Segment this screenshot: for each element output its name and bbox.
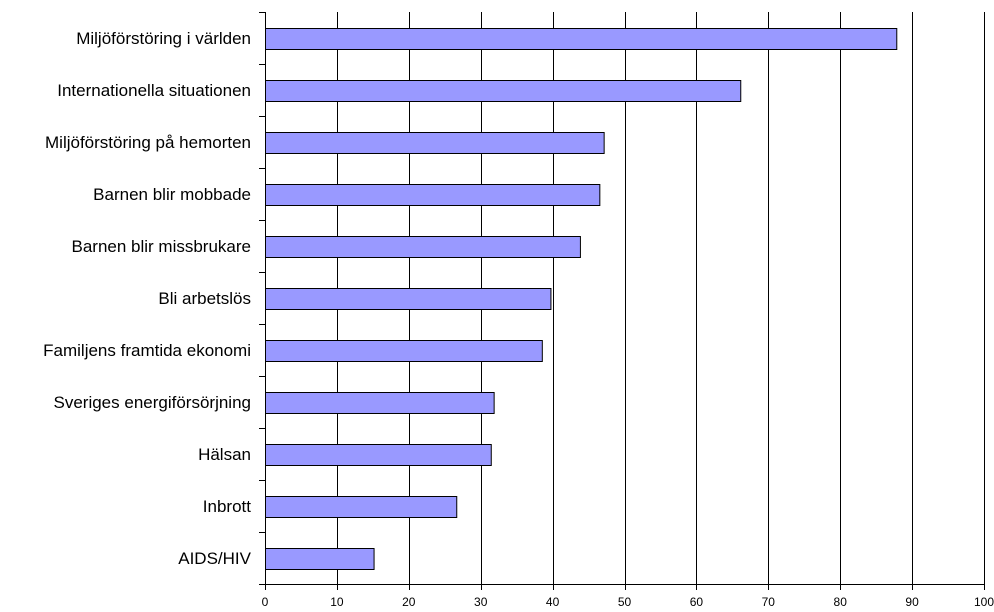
bar: [265, 444, 492, 466]
bar: [265, 80, 742, 102]
category-label: Miljöförstöring i världen: [76, 29, 251, 48]
category-label: Bli arbetslös: [158, 289, 251, 308]
category-label: AIDS/HIV: [178, 549, 251, 568]
category-labels: Miljöförstöring i världen Internationella…: [43, 29, 252, 568]
x-tick-label: 0: [262, 595, 269, 609]
bar: [265, 236, 581, 258]
category-label: Barnen blir missbrukare: [71, 237, 251, 256]
bar: [265, 288, 552, 310]
category-label: Miljöförstöring på hemorten: [45, 133, 251, 152]
x-tick-label: 50: [618, 595, 632, 609]
category-label: Barnen blir mobbade: [93, 185, 251, 204]
category-label: Familjens framtida ekonomi: [43, 341, 251, 360]
x-tick-label: 90: [905, 595, 919, 609]
x-tick-label: 40: [546, 595, 560, 609]
category-label: Sveriges energiförsörjning: [54, 393, 252, 412]
bar: [265, 132, 605, 154]
category-label: Internationella situationen: [57, 81, 251, 100]
bar: [265, 496, 458, 518]
x-tick-label: 100: [974, 595, 994, 609]
x-tick-label: 60: [690, 595, 704, 609]
x-tick-label: 10: [330, 595, 344, 609]
category-label: Hälsan: [198, 445, 251, 464]
bar: [265, 392, 495, 414]
x-tick-label: 30: [474, 595, 488, 609]
bar: [265, 28, 898, 50]
bar: [265, 548, 375, 570]
bar: [265, 184, 601, 206]
axes: [259, 12, 985, 590]
x-tick-label: 70: [762, 595, 776, 609]
gridlines: [337, 12, 985, 584]
bars: [265, 28, 898, 570]
x-tick-label: 80: [834, 595, 848, 609]
x-tick-label: 20: [402, 595, 416, 609]
x-tick-labels: 0 10 20 30 40 50 60 70 80 90 100: [262, 595, 994, 609]
bar: [265, 340, 543, 362]
category-label: Inbrott: [203, 497, 251, 516]
